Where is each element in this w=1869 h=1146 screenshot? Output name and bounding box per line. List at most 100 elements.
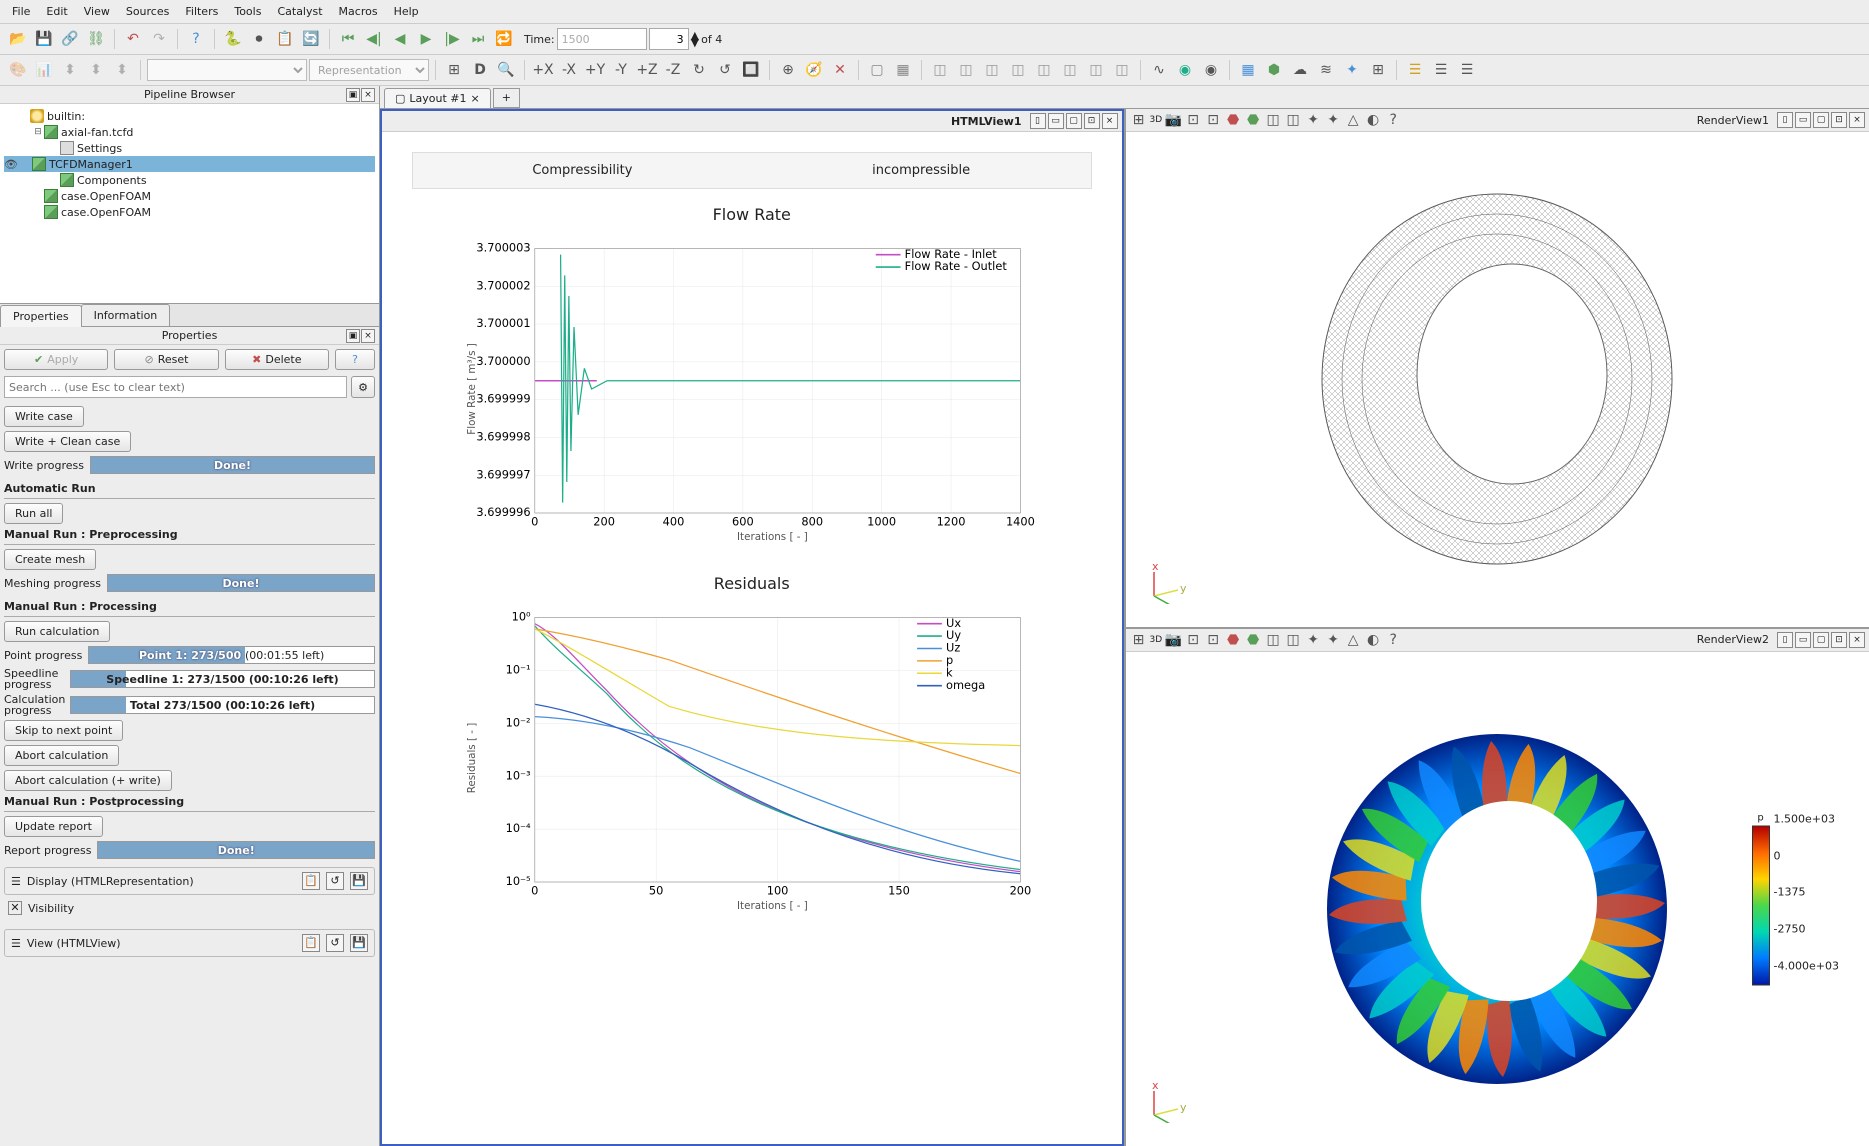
vt-icon[interactable]: ⊡ <box>1184 631 1202 649</box>
maximize-icon[interactable]: ▢ <box>1813 632 1829 648</box>
first-frame-icon[interactable]: ⏮ <box>336 27 360 51</box>
vt-icon[interactable]: ◐ <box>1364 111 1382 129</box>
play-icon[interactable]: ▶ <box>414 27 438 51</box>
tree-item[interactable]: case.OpenFOAM <box>4 188 375 204</box>
restore-icon[interactable]: ⊡ <box>1831 632 1847 648</box>
rescale-visible-icon[interactable]: ⬍ <box>110 58 134 82</box>
vt-icon[interactable]: △ <box>1344 631 1362 649</box>
cube7-icon[interactable]: ◫ <box>1084 58 1108 82</box>
plusy-icon[interactable]: +Y <box>583 58 607 82</box>
filter2-icon[interactable]: ◉ <box>1173 58 1197 82</box>
view-section[interactable]: ☰View (HTMLView) 📋 ↺ 💾 <box>4 929 375 957</box>
close-view-icon[interactable]: × <box>1102 113 1118 129</box>
vt-icon[interactable]: ⬣ <box>1244 631 1262 649</box>
search-input[interactable] <box>4 376 347 398</box>
menu-filters[interactable]: Filters <box>177 2 226 21</box>
update-report-button[interactable]: Update report <box>4 816 103 837</box>
maximize-icon[interactable]: ▢ <box>1813 112 1829 128</box>
menu-file[interactable]: File <box>4 2 38 21</box>
help-icon[interactable]: ? <box>184 27 208 51</box>
save-icon[interactable]: 💾 <box>350 934 368 952</box>
play-back-icon[interactable]: ◀ <box>388 27 412 51</box>
connect-icon[interactable]: 🔗 <box>58 27 82 51</box>
skip-point-button[interactable]: Skip to next point <box>4 720 123 741</box>
tree-item[interactable]: case.OpenFOAM <box>4 204 375 220</box>
extra4-icon[interactable]: ≋ <box>1314 58 1338 82</box>
layers2-icon[interactable]: ☰ <box>1429 58 1453 82</box>
trace-icon[interactable]: 📋 <box>273 27 297 51</box>
menu-macros[interactable]: Macros <box>331 2 386 21</box>
color-icon[interactable]: 🎨 <box>6 58 30 82</box>
vt-icon[interactable]: ◫ <box>1264 631 1282 649</box>
cube4-icon[interactable]: ◫ <box>1006 58 1030 82</box>
adjust-camera-icon[interactable]: ⊕ <box>776 58 800 82</box>
rotate90-icon[interactable]: ↻ <box>687 58 711 82</box>
vt-icon[interactable]: ⊞ <box>1130 111 1148 129</box>
menu-catalyst[interactable]: Catalyst <box>269 2 330 21</box>
extra3-icon[interactable]: ☁ <box>1288 58 1312 82</box>
vt-icon[interactable]: ✦ <box>1304 111 1322 129</box>
tree-item[interactable]: Settings <box>4 140 375 156</box>
zoom-data-icon[interactable]: D <box>468 58 492 82</box>
extra2-icon[interactable]: ⬢ <box>1262 58 1286 82</box>
script-icon[interactable]: 🐍 <box>221 27 245 51</box>
cube6-icon[interactable]: ◫ <box>1058 58 1082 82</box>
split-v-icon[interactable]: ▭ <box>1048 113 1064 129</box>
split-v-icon[interactable]: ▭ <box>1795 632 1811 648</box>
vt-icon[interactable]: ⊞ <box>1130 631 1148 649</box>
vt-icon[interactable]: ⊡ <box>1184 111 1202 129</box>
extra1-icon[interactable]: ▦ <box>1236 58 1260 82</box>
add-layout-button[interactable]: + <box>493 88 520 108</box>
frame-input[interactable] <box>649 28 689 50</box>
open-icon[interactable]: 📂 <box>6 27 30 51</box>
split-h-icon[interactable]: ▯ <box>1777 112 1793 128</box>
cube5-icon[interactable]: ◫ <box>1032 58 1056 82</box>
next-frame-icon[interactable]: |▶ <box>440 27 464 51</box>
menu-sources[interactable]: Sources <box>118 2 178 21</box>
redo-icon[interactable]: ↷ <box>147 27 171 51</box>
display-section[interactable]: ☰Display (HTMLRepresentation) 📋 ↺ 💾 <box>4 867 375 895</box>
tree-item[interactable]: ⊟ axial-fan.tcfd <box>4 124 375 140</box>
rescale-icon[interactable]: ⬍ <box>58 58 82 82</box>
reset-icon[interactable]: ↺ <box>326 872 344 890</box>
vt-icon[interactable]: ⊡ <box>1204 111 1222 129</box>
close-panel-icon[interactable]: × <box>361 329 375 343</box>
filter1-icon[interactable]: ∿ <box>1147 58 1171 82</box>
maximize-icon[interactable]: ▢ <box>1066 113 1082 129</box>
layout-tab[interactable]: ▢ Layout #1 × <box>384 88 491 108</box>
run-all-button[interactable]: Run all <box>4 503 63 524</box>
tree-item-selected[interactable]: 👁 TCFDManager1 <box>4 156 375 172</box>
edit-color-icon[interactable]: 📊 <box>32 58 56 82</box>
vt-icon[interactable]: ✦ <box>1324 631 1342 649</box>
minusy-icon[interactable]: -Y <box>609 58 633 82</box>
write-clean-button[interactable]: Write + Clean case <box>4 431 131 452</box>
restore-icon[interactable]: ⊡ <box>1831 112 1847 128</box>
box2-icon[interactable]: ▦ <box>891 58 915 82</box>
time-input[interactable] <box>557 28 647 50</box>
split-v-icon[interactable]: ▭ <box>1795 112 1811 128</box>
vt-icon[interactable]: ◐ <box>1364 631 1382 649</box>
vt-icon[interactable]: 📷 <box>1164 631 1182 649</box>
vt-icon[interactable]: △ <box>1344 111 1362 129</box>
last-frame-icon[interactable]: ⏭ <box>466 27 490 51</box>
html-view[interactable]: HTMLView1 ▯ ▭ ▢ ⊡ × Compressibility inco… <box>380 109 1124 1146</box>
gear-button[interactable]: ⚙ <box>351 376 375 398</box>
reset-camera-icon[interactable]: ⊞ <box>442 58 466 82</box>
zoom-box-icon[interactable]: 🔲 <box>739 58 763 82</box>
layers1-icon[interactable]: ☰ <box>1403 58 1427 82</box>
write-case-button[interactable]: Write case <box>4 406 84 427</box>
vt-icon[interactable]: ? <box>1384 631 1402 649</box>
cube8-icon[interactable]: ◫ <box>1110 58 1134 82</box>
reset-icon[interactable]: ↺ <box>326 934 344 952</box>
abort-button[interactable]: Abort calculation <box>4 745 119 766</box>
cube2-icon[interactable]: ◫ <box>954 58 978 82</box>
save-icon[interactable]: 💾 <box>32 27 56 51</box>
layers3-icon[interactable]: ☰ <box>1455 58 1479 82</box>
close-view-icon[interactable]: × <box>1849 632 1865 648</box>
disconnect-icon[interactable]: ⛓ <box>84 27 108 51</box>
run-calc-button[interactable]: Run calculation <box>4 621 110 642</box>
loop-icon[interactable]: 🔁 <box>492 27 516 51</box>
minusx-icon[interactable]: -X <box>557 58 581 82</box>
color-by-select[interactable] <box>147 59 307 81</box>
compass-icon[interactable]: 🧭 <box>802 58 826 82</box>
